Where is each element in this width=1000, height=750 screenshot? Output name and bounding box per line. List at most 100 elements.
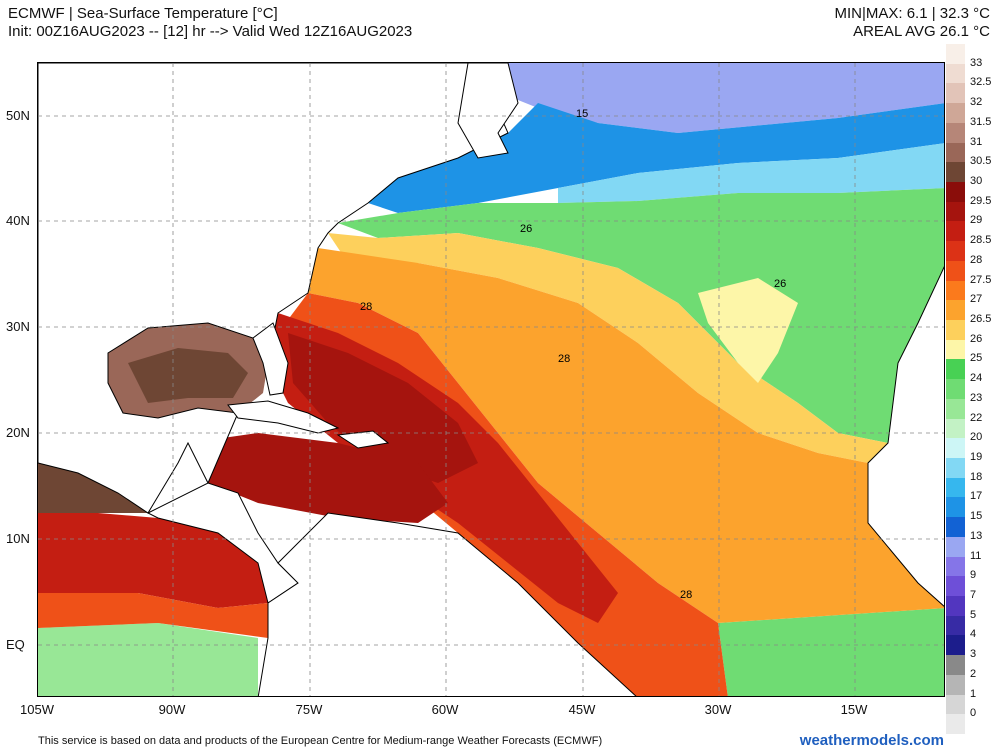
lon-label-75w: 75W xyxy=(295,702,323,717)
colorbar-level-label: 25 xyxy=(970,352,983,365)
colorbar-level-label: 32 xyxy=(970,96,983,109)
colorbar-level-label: 18 xyxy=(970,470,983,483)
lon-label-15w: 15W xyxy=(840,702,868,717)
colorbar-level-label: 11 xyxy=(970,549,982,562)
contour-labels: 15 26 26 28 28 28 xyxy=(360,108,786,601)
contour-label-26b: 26 xyxy=(774,278,786,290)
colorbar-swatch xyxy=(946,300,965,321)
colorbar-swatch xyxy=(946,201,965,222)
colorbar-swatch xyxy=(946,339,965,360)
site-brand[interactable]: weathermodels.com xyxy=(799,732,944,749)
colorbar-level-label: 24 xyxy=(970,372,983,385)
lon-label-105w: 105W xyxy=(20,702,54,717)
colorbar-swatch xyxy=(946,142,965,163)
colorbar-swatch xyxy=(946,556,965,577)
colorbar-level-label: 28 xyxy=(970,253,983,266)
colorbar-level-label: 26.5 xyxy=(970,313,992,325)
colorbar-level-label: 31.5 xyxy=(970,115,992,128)
areal-average-readout: AREAL AVG 26.1 °C xyxy=(853,23,990,40)
colorbar-level-label: 33 xyxy=(970,56,983,69)
colorbar-level-label: 19 xyxy=(970,451,983,463)
graticule xyxy=(38,63,944,696)
colorbar-swatch xyxy=(946,103,965,124)
land-africa xyxy=(867,266,944,607)
lon-label-30w: 30W xyxy=(704,702,732,717)
colorbar-level-label: 28.5 xyxy=(970,234,992,247)
contour-label-28b: 28 xyxy=(558,353,570,365)
colorbar-swatch xyxy=(946,576,965,597)
colorbar-swatch xyxy=(946,438,965,459)
colorbar-level-label: 1 xyxy=(970,687,977,700)
colorbar-swatch xyxy=(946,497,965,518)
colorbar-level-label: 7 xyxy=(970,589,977,601)
colorbar-level-label: 22 xyxy=(970,411,983,424)
colorbar-level-label: 13 xyxy=(970,529,983,542)
sst-zone-gulf-core xyxy=(128,348,248,403)
colorbar-swatch xyxy=(946,596,965,617)
contour-label-26a: 26 xyxy=(520,223,532,235)
colorbar-swatch xyxy=(946,44,965,65)
sst-zone-darkred xyxy=(288,333,478,483)
sst-map-canvas: 15 26 26 28 28 28 xyxy=(38,63,944,696)
contour-label-28c: 28 xyxy=(680,589,692,601)
colorbar-level-label: 3 xyxy=(970,648,977,661)
colorbar-level-label: 32.5 xyxy=(970,76,992,89)
colorbar-level-label: 31 xyxy=(970,135,983,148)
colorbar-swatch xyxy=(946,418,965,439)
colorbar-swatch xyxy=(946,379,965,400)
sst-zone-pacific-brown xyxy=(38,463,148,513)
colorbar-level-label: 9 xyxy=(970,569,977,582)
colorbar-swatch xyxy=(946,714,965,735)
colorbar-swatch xyxy=(946,221,965,242)
sst-zone-blue-north xyxy=(368,103,944,213)
colorbar-swatch xyxy=(946,359,965,380)
colorbar-swatch xyxy=(946,615,965,636)
colorbar-swatch xyxy=(946,458,965,479)
colorbar-level-label: 27 xyxy=(970,293,983,306)
sst-fields xyxy=(38,63,944,696)
colorbar-swatch xyxy=(946,635,965,656)
sst-zone-cold-north xyxy=(468,63,944,133)
colorbar-level-label: 30 xyxy=(970,175,983,187)
sst-zone-pacific-orange xyxy=(38,593,268,638)
footer-credit: This service is based on data and produc… xyxy=(38,735,603,747)
contour-label-15: 15 xyxy=(576,108,588,120)
land-newfoundland xyxy=(457,63,519,159)
colorbar-swatch xyxy=(946,241,965,262)
colorbar-swatch xyxy=(946,83,965,104)
min-max-readout: MIN|MAX: 6.1 | 32.3 °C xyxy=(834,5,990,22)
colorbar-level-label: 17 xyxy=(970,490,983,503)
colorbar-swatch xyxy=(946,517,965,538)
land-masses xyxy=(38,63,944,696)
sst-zone-yellow-east xyxy=(698,278,798,383)
colorbar-level-label: 26 xyxy=(970,332,983,345)
lat-label-eq: EQ xyxy=(6,637,25,652)
colorbar-swatch xyxy=(946,674,965,696)
contour-label-28a: 28 xyxy=(360,301,372,313)
colorbar-level-label: 15 xyxy=(970,510,983,523)
colorbar-swatch xyxy=(946,280,965,301)
land-florida xyxy=(252,322,289,396)
colorbar-level-label: 2 xyxy=(970,667,977,680)
sst-zone-lightblue xyxy=(558,143,944,203)
chart-title: ECMWF | Sea-Surface Temperature [°C] xyxy=(8,5,278,22)
colorbar-swatch xyxy=(946,182,965,203)
lat-label-20n: 20N xyxy=(6,425,30,440)
colorbar-swatch xyxy=(946,477,965,498)
colorbar-level-label: 29 xyxy=(970,214,983,227)
lat-label-50n: 50N xyxy=(6,108,30,123)
sst-zone-green-south xyxy=(718,608,944,696)
lon-label-60w: 60W xyxy=(431,702,459,717)
sst-zone-green-pacific xyxy=(38,623,258,696)
colorbar-swatch xyxy=(946,398,965,420)
lat-label-30n: 30N xyxy=(6,319,30,334)
colorbar-swatch xyxy=(946,536,965,558)
sst-zone-green xyxy=(338,188,944,443)
colorbar xyxy=(946,44,965,735)
colorbar-level-label: 20 xyxy=(970,431,983,444)
sst-zone-yellow xyxy=(328,233,888,463)
lon-label-90w: 90W xyxy=(158,702,186,717)
sst-zone-orange xyxy=(308,248,944,623)
lat-label-10n: 10N xyxy=(6,531,30,546)
colorbar-swatch xyxy=(946,63,965,84)
